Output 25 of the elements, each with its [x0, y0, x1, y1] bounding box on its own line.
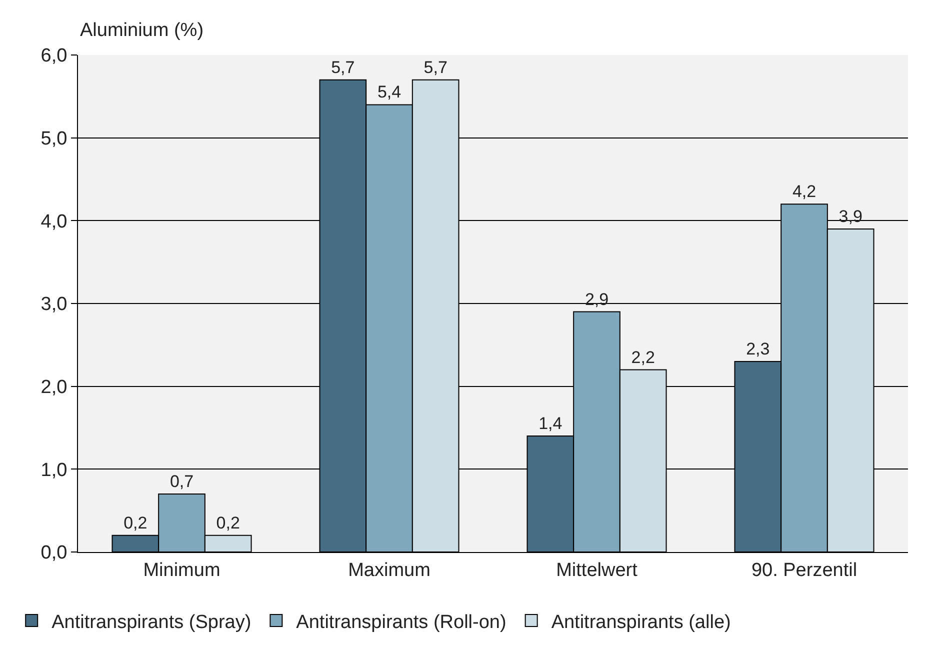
x-tick-label: Maximum: [348, 560, 430, 581]
legend-label: Antitranspirants (Roll-on): [296, 612, 506, 633]
data-label: 0,2: [124, 513, 148, 532]
data-label: 5,7: [331, 58, 355, 77]
y-tick-label: 4,0: [40, 211, 68, 232]
x-tick-label: Minimum: [143, 560, 220, 581]
y-tick-label: 2,0: [40, 376, 68, 398]
data-label: 4,2: [792, 182, 816, 202]
data-label: 1,4: [538, 414, 562, 434]
data-label: 0,7: [170, 472, 194, 492]
y-axis-title: Aluminium (%): [80, 20, 204, 41]
data-label: 5,7: [424, 58, 448, 77]
y-tick-label: 5,0: [40, 128, 68, 150]
data-label: 2,3: [746, 339, 770, 358]
y-tick-label: 3,0: [40, 294, 68, 316]
legend-label: Antitranspirants (Spray): [52, 612, 252, 633]
y-tick-label: 6,0: [40, 46, 68, 67]
data-label: 2,2: [631, 348, 655, 367]
y-tick-label: 1,0: [40, 460, 68, 481]
y-tick-label: 0,0: [40, 542, 68, 564]
legend-label: Antitranspirants (alle): [551, 612, 731, 633]
data-label: 5,4: [377, 82, 402, 102]
x-tick-label: 90. Perzentil: [751, 560, 858, 581]
x-tick-label: Mittelwert: [556, 560, 638, 581]
data-label: 0,2: [216, 513, 240, 532]
